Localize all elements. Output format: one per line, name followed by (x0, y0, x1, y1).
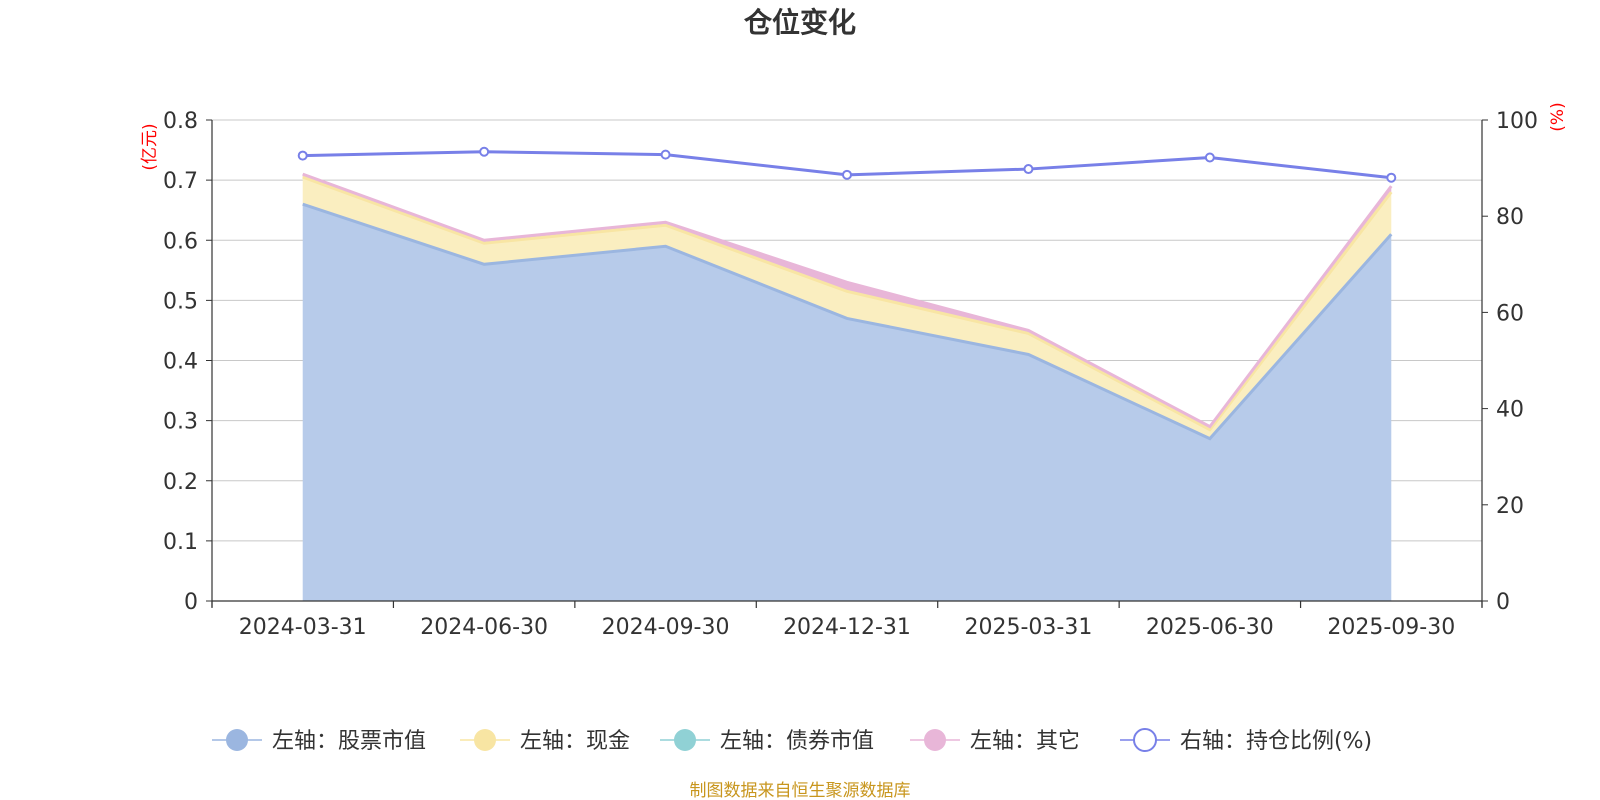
legend-label: 左轴：债券市值 (720, 729, 874, 754)
area-series-1 (302, 177, 1392, 439)
right-axis-tick-label: 0 (1496, 590, 1510, 615)
area-line-series-0 (302, 202, 1393, 441)
ratio-point (1023, 164, 1034, 175)
right-axis-tick-label: 40 (1496, 398, 1524, 423)
ratio-point (660, 149, 671, 160)
left-axis-tick-label: 0.1 (163, 530, 198, 555)
left-axis-tick-label: 0.7 (163, 169, 198, 194)
area-line-series-1 (302, 175, 1393, 432)
area-line-series-3 (302, 172, 1393, 429)
ratio-point (479, 146, 490, 157)
legend-marker (474, 729, 496, 751)
left-axis-tick-label: 0.3 (163, 410, 198, 435)
area-series-0 (302, 204, 1392, 602)
x-axis-tick-label: 2025-03-31 (964, 615, 1092, 640)
right-axis-tick-label: 60 (1496, 301, 1524, 326)
right-axis-unit: (%) (1548, 102, 1568, 131)
right-axis-tick-label: 100 (1496, 109, 1538, 134)
data-source-footer: 制图数据来自恒生聚源数据库 (690, 781, 911, 800)
right-axis-tick-label: 80 (1496, 205, 1524, 230)
left-axis-tick-label: 0.6 (163, 229, 198, 254)
chart-title: 仓位变化 (744, 6, 856, 39)
left-axis-tick-label: 0 (184, 590, 198, 615)
left-axis-tick-label: 0.8 (163, 109, 198, 134)
legend-label: 左轴：现金 (520, 729, 630, 754)
legend-marker (674, 729, 696, 751)
x-axis-tick-label: 2024-09-30 (602, 615, 730, 640)
left-axis-tick-label: 0.4 (163, 350, 198, 375)
legend-label: 右轴：持仓比例(%) (1180, 729, 1372, 754)
x-axis-tick-label: 2025-06-30 (1146, 615, 1274, 640)
ratio-point (842, 169, 852, 180)
left-axis-tick-label: 0.2 (163, 470, 198, 495)
right-axis-tick-label: 20 (1496, 494, 1524, 519)
x-axis-tick-label: 2024-12-31 (783, 615, 911, 640)
x-axis-tick-label: 2024-06-30 (420, 615, 548, 640)
x-axis-tick-label: 2024-03-31 (239, 615, 367, 640)
ratio-point (1386, 172, 1397, 183)
ratio-point (1204, 152, 1215, 163)
legend-marker (924, 729, 946, 751)
legend-label: 左轴：股票市值 (272, 729, 426, 754)
left-axis-unit: (亿元) (140, 123, 160, 170)
legend-marker (226, 729, 248, 751)
legend-marker-hollow (1133, 728, 1157, 752)
x-axis-tick-label: 2025-09-30 (1327, 615, 1455, 640)
ratio-point (297, 150, 308, 161)
legend-label: 左轴：其它 (970, 729, 1080, 754)
left-axis-tick-label: 0.5 (163, 289, 198, 314)
